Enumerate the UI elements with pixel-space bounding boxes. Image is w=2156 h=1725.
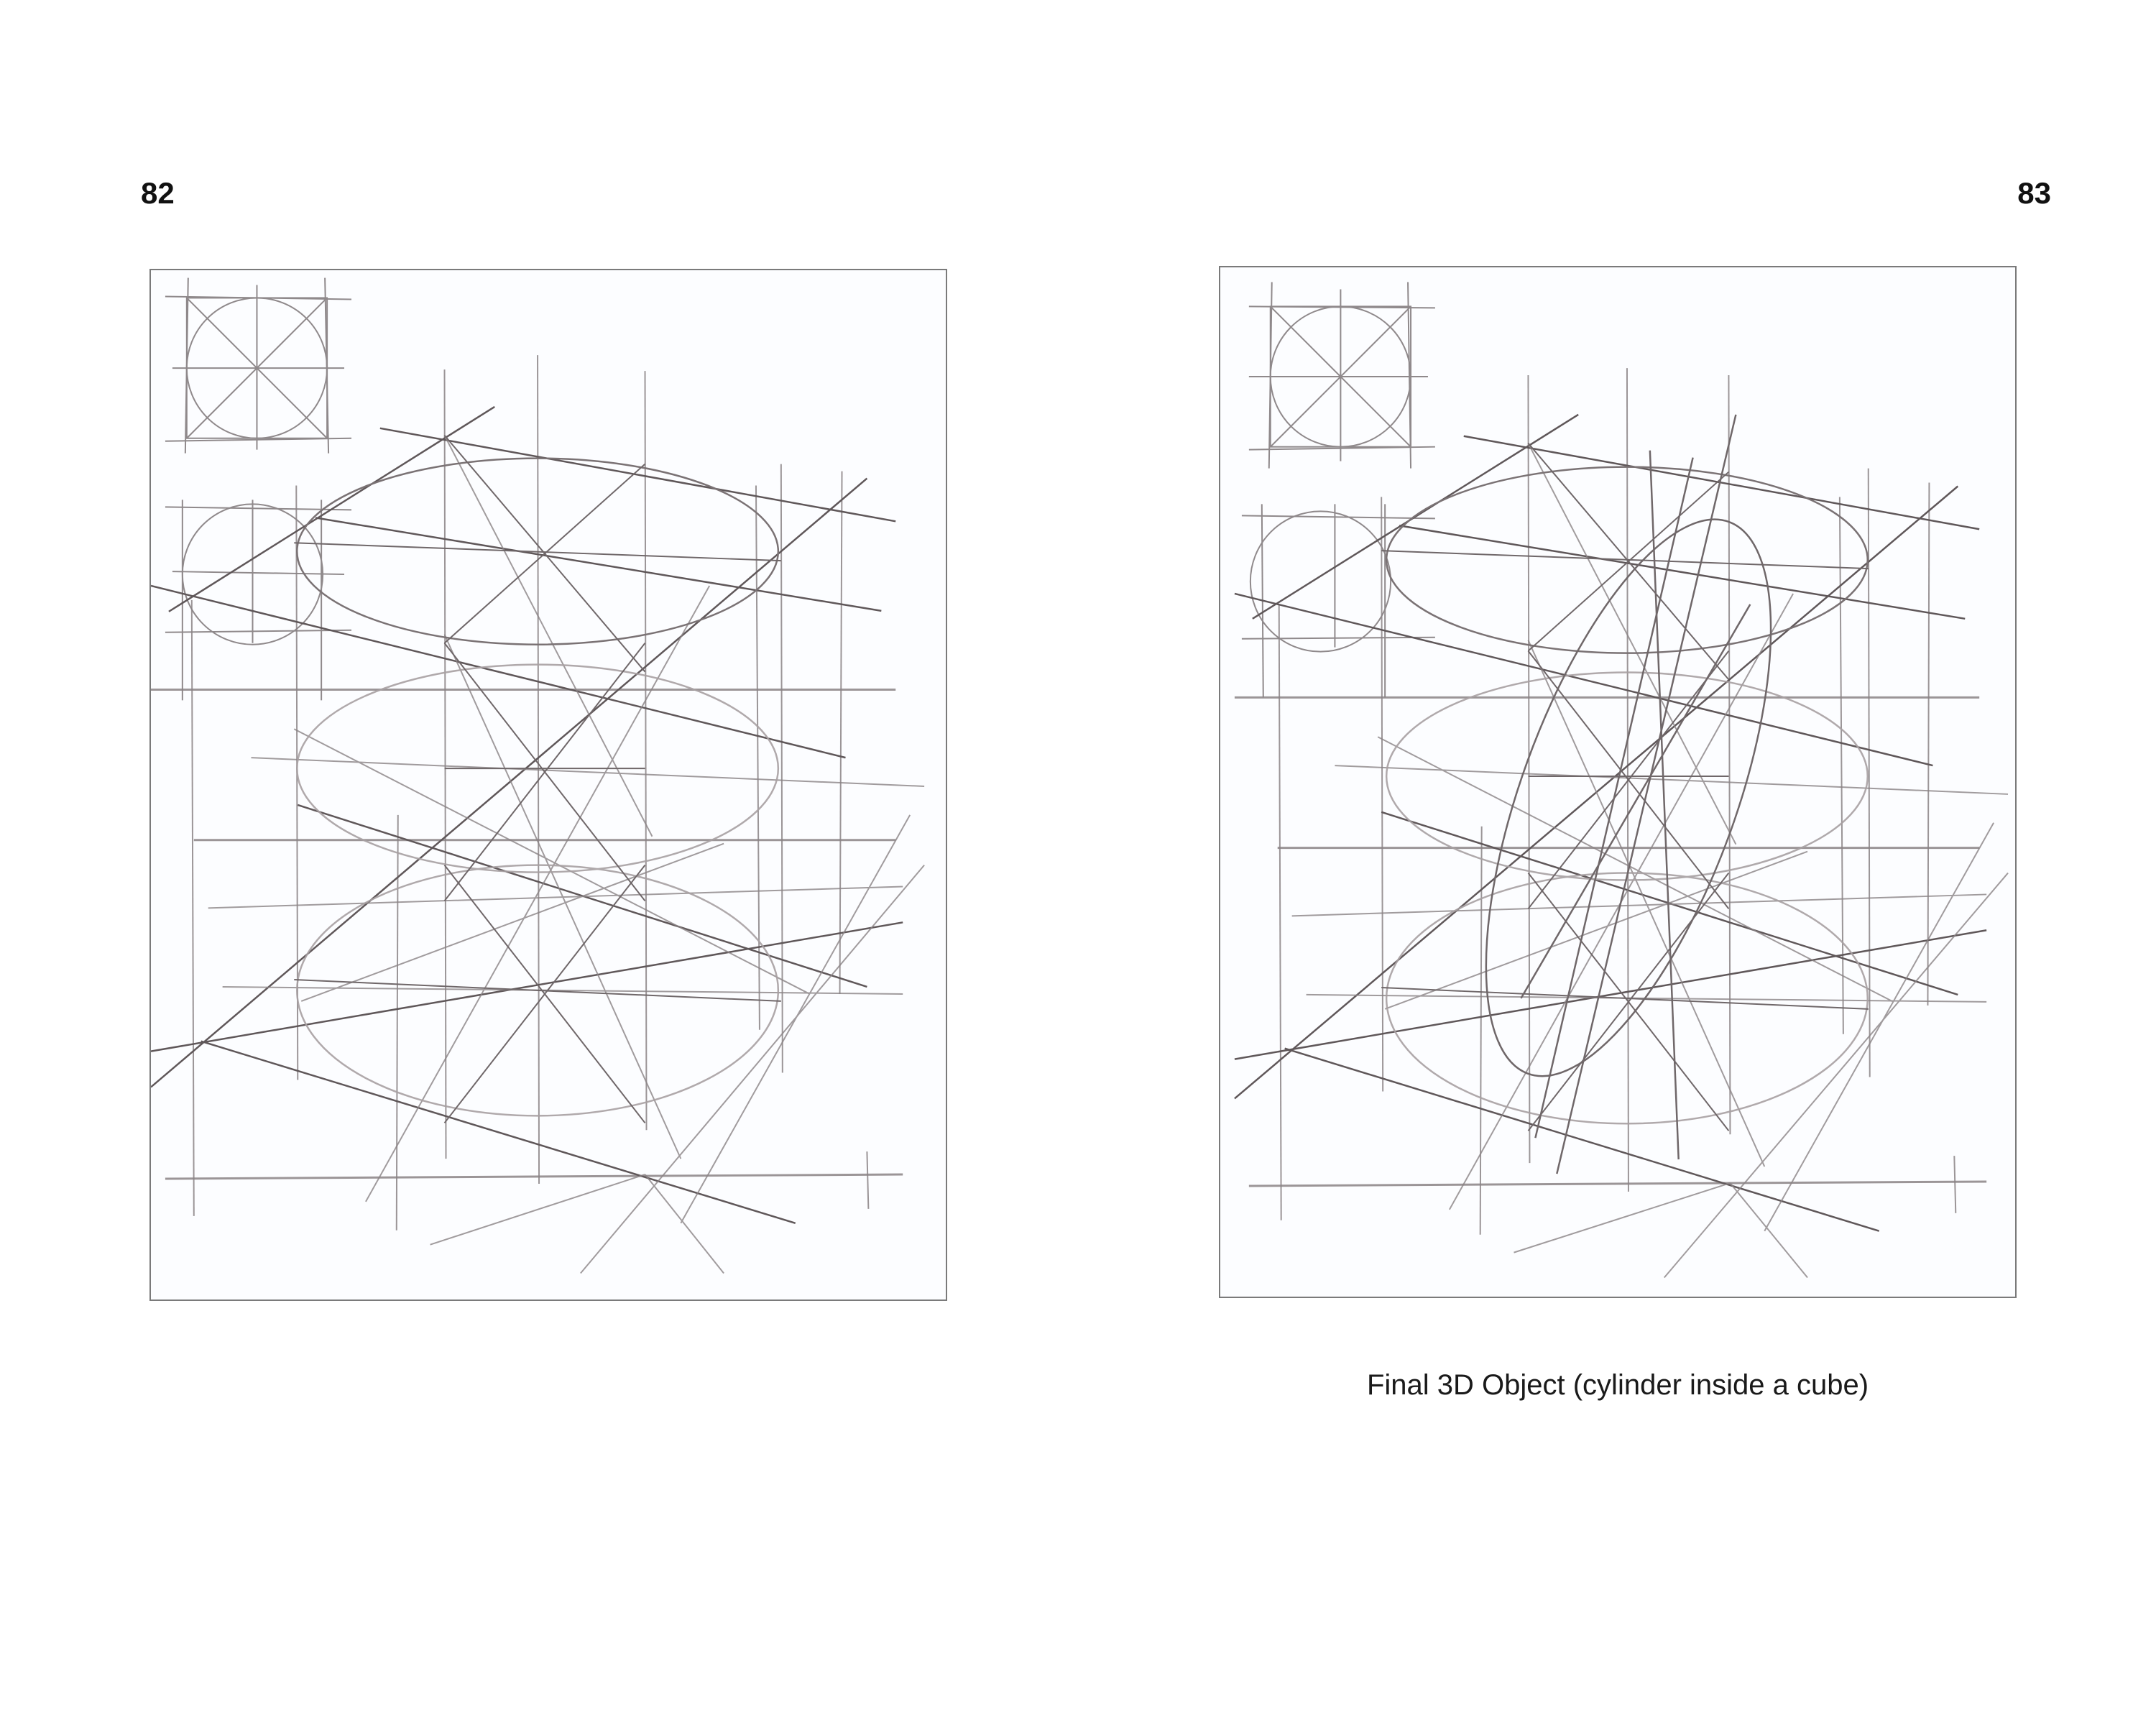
figure-caption: Final 3D Object (cylinder inside a cube) <box>1366 1369 1869 1401</box>
construction-drawing-right <box>1233 281 2009 1279</box>
page-number-left: 82 <box>141 176 175 210</box>
construction-sketch-left <box>149 269 947 1301</box>
construction-sketch-right <box>1219 266 2017 1298</box>
construction-drawing-left <box>151 277 926 1275</box>
page-number-right: 83 <box>2017 176 2051 210</box>
